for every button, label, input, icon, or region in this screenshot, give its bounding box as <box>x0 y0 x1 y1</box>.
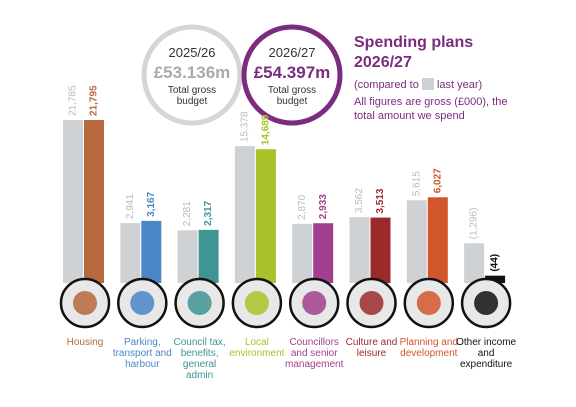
category-icon-inner <box>474 291 499 315</box>
category-icon-inner <box>244 291 269 315</box>
legend-text: (compared to <box>354 79 419 91</box>
value-label: 2,933 <box>318 194 329 219</box>
bar <box>349 217 370 283</box>
value-label: 21,795 <box>89 85 100 116</box>
value-label: 14,689 <box>261 114 272 145</box>
category-label: Culture and leisure <box>345 337 398 359</box>
category-label: Planning and development <box>399 337 458 359</box>
bar <box>84 120 104 283</box>
budget-ring <box>241 24 343 126</box>
bar <box>177 230 198 283</box>
budget-amount: £53.136m <box>154 63 231 82</box>
bar <box>370 217 391 283</box>
legend: (compared to last year) <box>354 78 482 91</box>
value-label: 3,513 <box>375 188 386 213</box>
budget-amount: £54.397m <box>254 63 331 82</box>
category-icon-inner <box>302 291 327 315</box>
value-label: 6,027 <box>432 168 443 193</box>
value-label: (44) <box>490 254 501 272</box>
bar <box>292 223 313 283</box>
value-label: 3,562 <box>354 188 365 213</box>
category-label: Other income and expenditure <box>456 337 517 370</box>
legend-text: last year) <box>436 79 483 91</box>
category-icon-inner <box>416 291 441 315</box>
bar <box>464 243 485 283</box>
budget-label: Total gross budget <box>167 85 217 107</box>
value-label: 3,167 <box>146 191 157 216</box>
chart-title: Spending plans 2026/27 <box>354 34 474 71</box>
value-label: 21,785 <box>68 85 79 116</box>
bar <box>120 223 141 283</box>
category-icon-inner <box>187 291 212 315</box>
category-label: Local environment <box>229 337 285 359</box>
category-label: Housing <box>66 337 104 348</box>
budget-label: Total gross budget <box>267 85 317 107</box>
category-label: Parking, transport and harbour <box>112 337 172 370</box>
value-label: 2,317 <box>203 200 214 225</box>
value-label: 2,870 <box>297 194 308 219</box>
bar <box>313 223 334 283</box>
budget-ring <box>141 24 243 126</box>
category-label: Council tax, benefits, general admin <box>173 337 226 381</box>
note: All figures are gross (£000), the total … <box>354 96 508 122</box>
bar <box>234 146 255 283</box>
category-icon-inner <box>73 291 97 315</box>
bar <box>427 197 448 283</box>
bar <box>141 220 162 283</box>
bar <box>63 120 83 283</box>
budget-year: 2025/26 <box>169 45 216 60</box>
budget-year: 2026/27 <box>269 45 316 60</box>
value-label: 2,941 <box>125 194 136 219</box>
category-label: Councillors and senior management <box>285 337 344 370</box>
value-label: (1,296) <box>469 208 480 240</box>
value-label: 2,281 <box>182 201 193 226</box>
value-label: 15,378 <box>240 111 251 142</box>
value-label: 5,615 <box>411 171 422 196</box>
legend-swatch <box>421 78 434 90</box>
bar <box>485 275 506 283</box>
category-icon-inner <box>130 291 155 315</box>
category-icon-inner <box>359 291 384 315</box>
bar <box>255 149 276 283</box>
bar <box>198 229 219 283</box>
bar <box>406 200 427 283</box>
